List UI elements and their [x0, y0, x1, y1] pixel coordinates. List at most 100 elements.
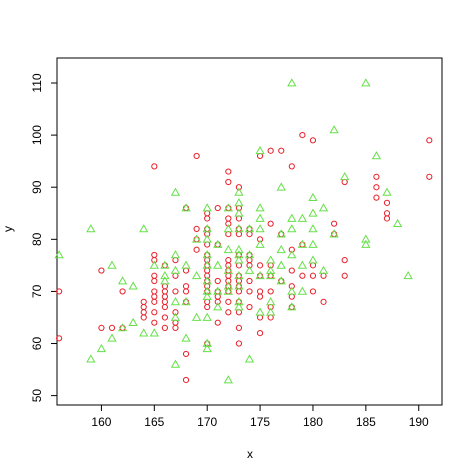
data-point-circle	[288, 163, 295, 170]
data-point-circle	[172, 257, 179, 264]
data-point-circle	[161, 298, 168, 305]
data-point-triangle	[117, 276, 128, 285]
data-point-triangle	[265, 307, 276, 316]
data-point-triangle	[234, 224, 244, 233]
data-point-triangle	[276, 276, 286, 285]
data-point-triangle	[265, 270, 276, 280]
data-point-triangle	[181, 333, 191, 342]
data-point-triangle	[170, 187, 181, 196]
data-point-circle	[182, 376, 190, 384]
data-point-circle	[214, 319, 221, 326]
data-point-triangle	[223, 375, 234, 384]
data-point-triangle	[234, 281, 244, 290]
data-point-circle	[256, 314, 264, 321]
data-point-triangle	[213, 239, 223, 248]
data-point-circle	[214, 298, 221, 305]
data-point-circle	[214, 277, 221, 285]
data-point-circle	[267, 288, 274, 295]
data-point-triangle	[107, 260, 117, 269]
data-point-triangle	[213, 302, 223, 311]
data-point-circle	[235, 288, 243, 295]
data-point-triangle	[287, 224, 297, 233]
data-point-triangle	[392, 218, 403, 228]
data-point-triangle	[287, 302, 297, 311]
data-point-circle	[383, 210, 391, 217]
data-point-triangle	[244, 354, 255, 363]
data-point-circle	[288, 283, 295, 290]
data-point-circle	[235, 340, 243, 347]
x-tick-label: 160	[91, 415, 111, 429]
data-point-triangle	[234, 302, 244, 311]
data-point-circle	[288, 293, 295, 300]
data-point-circle	[320, 298, 327, 305]
data-point-circle	[309, 137, 317, 144]
x-tick-label: 190	[409, 415, 429, 429]
data-point-triangle	[318, 203, 329, 212]
data-point-triangle	[191, 312, 202, 321]
data-point-triangle	[234, 255, 244, 264]
axes: 160 165 170 175 180 185 190 50 60 70 80 90 100 110	[30, 57, 443, 429]
data-point-circle	[56, 335, 63, 342]
data-point-circle	[214, 293, 221, 300]
data-point-triangle	[54, 250, 64, 259]
data-point-circle	[426, 173, 433, 180]
data-point-circle	[193, 225, 200, 232]
data-point-circle	[182, 267, 190, 274]
y-tick-label: 70	[30, 284, 44, 298]
data-point-circle	[214, 204, 221, 212]
data-point-circle	[373, 194, 380, 201]
data-points	[54, 78, 433, 384]
data-point-circle	[56, 288, 63, 295]
data-point-circle	[426, 137, 433, 144]
data-point-triangle	[297, 260, 308, 269]
data-point-circle	[204, 298, 211, 305]
data-point-circle	[246, 257, 253, 264]
data-point-triangle	[318, 265, 329, 274]
data-point-triangle	[234, 250, 244, 259]
data-point-circle	[235, 262, 243, 269]
data-point-circle	[235, 231, 243, 238]
data-point-circle	[246, 303, 253, 311]
data-point-triangle	[202, 286, 212, 295]
data-point-circle	[299, 272, 306, 279]
data-point-circle	[172, 319, 179, 326]
data-point-circle	[98, 267, 105, 274]
data-point-circle	[256, 152, 264, 160]
data-point-triangle	[255, 224, 265, 233]
data-point-circle	[256, 329, 264, 337]
data-point-circle	[182, 350, 190, 358]
data-point-circle	[140, 303, 147, 311]
data-point-triangle	[191, 270, 202, 280]
data-point-triangle	[361, 78, 371, 87]
data-point-circle	[225, 215, 232, 222]
x-tick-label: 180	[303, 415, 323, 429]
y-tick-label: 110	[30, 73, 44, 92]
data-point-circle	[373, 173, 380, 180]
data-point-triangle	[255, 239, 265, 248]
data-point-circle	[235, 309, 243, 316]
data-point-circle	[172, 272, 179, 279]
data-point-circle	[225, 298, 232, 305]
data-point-triangle	[287, 286, 297, 295]
data-point-triangle	[244, 224, 255, 233]
data-point-triangle	[382, 187, 392, 196]
data-point-circle	[161, 314, 168, 321]
data-point-circle	[161, 283, 168, 290]
data-point-triangle	[223, 281, 234, 290]
data-point-circle	[341, 257, 348, 264]
data-point-triangle	[128, 281, 138, 290]
data-point-triangle	[255, 145, 265, 155]
data-point-triangle	[160, 276, 170, 285]
data-point-circle	[161, 288, 168, 295]
data-point-circle	[341, 178, 348, 186]
data-point-triangle	[223, 265, 234, 274]
data-point-triangle	[234, 270, 244, 280]
data-point-circle	[151, 251, 158, 259]
data-point-circle	[182, 288, 190, 295]
x-tick-label: 175	[250, 415, 270, 429]
data-point-triangle	[213, 260, 223, 269]
data-point-circle	[278, 147, 285, 154]
data-point-circle	[193, 152, 200, 160]
x-axis-label: x	[247, 447, 253, 461]
data-point-triangle	[276, 182, 286, 191]
